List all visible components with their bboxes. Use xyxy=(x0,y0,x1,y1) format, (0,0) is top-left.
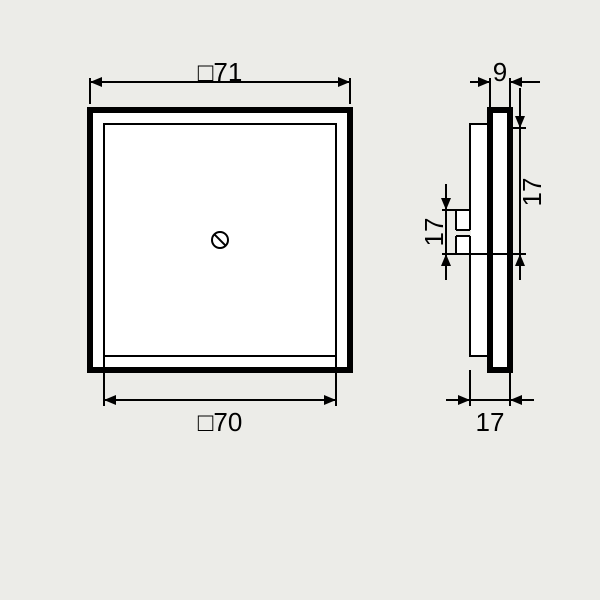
svg-text:17: 17 xyxy=(419,218,449,247)
svg-text:17: 17 xyxy=(517,178,547,207)
svg-text:17: 17 xyxy=(476,407,505,437)
svg-text:□71: □71 xyxy=(198,57,243,87)
svg-text:9: 9 xyxy=(493,57,507,87)
svg-text:□70: □70 xyxy=(198,407,243,437)
technical-drawing: □71 □70 9 17 17 17 xyxy=(0,0,600,600)
